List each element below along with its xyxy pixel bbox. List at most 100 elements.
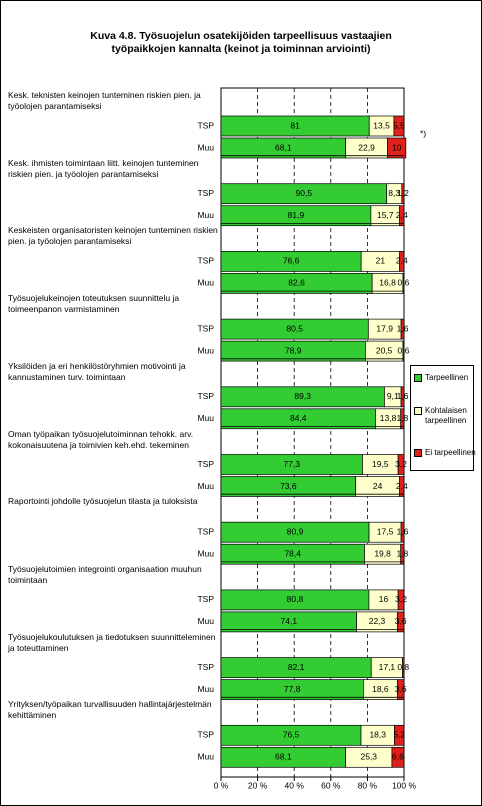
bar-segment (391, 746, 405, 768)
row-label: Muu (197, 548, 214, 558)
x-tick-label: 80 % (358, 780, 378, 790)
value-label: 18,6 (372, 684, 389, 694)
legend: Tarpeellinen Kohtalaisen tarpeellinen Ei t… (410, 365, 476, 471)
bar-segment (401, 183, 405, 205)
category-label: Työsuojelukeinojen toteutuksen suunnitte… (8, 293, 180, 315)
value-label: 20,5 (376, 345, 393, 355)
value-label: 17,5 (377, 526, 394, 536)
value-label: 1,6 (397, 323, 409, 333)
value-label: 22,9 (358, 142, 375, 152)
value-label: 77,3 (283, 459, 300, 469)
bar-segment (397, 589, 405, 611)
value-label: 89,3 (294, 391, 311, 401)
value-label: 5,5 (393, 120, 405, 130)
bar-segment (399, 205, 405, 227)
row-label: TSP (197, 459, 214, 469)
row-label: TSP (197, 188, 214, 198)
bar-segment (400, 543, 405, 565)
x-tick-label: 100 % (392, 780, 417, 790)
legend-label: Ei tarpeellinen (425, 448, 476, 457)
value-label: 84,4 (290, 413, 307, 423)
chart-title: Kuva 4.8. Työsuojelun osatekijöiden tarp… (90, 30, 392, 42)
value-label: 78,4 (284, 548, 301, 558)
row-label: TSP (197, 256, 214, 266)
value-label: 77,8 (284, 684, 301, 694)
bar-segment (393, 115, 405, 137)
value-label: 68,1 (275, 142, 292, 152)
chart-title: työpaikkojen kannalta (keinot ja toiminn… (111, 43, 371, 55)
row-label: TSP (197, 594, 214, 604)
category-label: Yksilöiden ja eri henkilöstöryhmien moti… (8, 360, 186, 382)
value-label: 2,4 (396, 256, 408, 266)
row-label: Muu (197, 142, 214, 152)
value-label: 76,5 (283, 730, 300, 740)
legend-swatch (414, 449, 422, 457)
value-label: 0,8 (397, 662, 409, 672)
category-label: Kesk. teknisten keinojen tunteminen risk… (8, 90, 201, 111)
bar-segment (402, 657, 405, 678)
value-label: 78,9 (285, 345, 302, 355)
row-label: TSP (197, 323, 214, 333)
value-label: 17,1 (379, 662, 396, 672)
bar-segment (402, 273, 405, 294)
category-label: Raportointi johdolle työsuojelun tilasta… (8, 496, 198, 507)
x-tick-label: 0 % (214, 780, 229, 790)
value-label: 25,3 (360, 752, 377, 762)
bar-segment (402, 340, 405, 362)
bar-segment (387, 137, 407, 159)
value-label: 1,2 (397, 188, 409, 198)
value-label: 81,9 (288, 210, 305, 220)
value-label: 16,8 (379, 278, 396, 288)
value-label: 1,6 (397, 391, 409, 401)
value-label: 17,9 (376, 323, 393, 333)
bar-segment (397, 679, 405, 700)
bar-segment (399, 476, 405, 497)
bar-segment (397, 611, 405, 633)
category-label: Työsuojelutoimien integrointi organisaat… (8, 563, 202, 585)
bar-segment (400, 318, 405, 340)
value-label: 1,8 (396, 413, 408, 423)
row-label: TSP (197, 730, 214, 740)
value-label: 90,5 (296, 188, 313, 198)
value-label: 80,9 (287, 526, 304, 536)
bar-segment (394, 724, 405, 746)
row-label: Muu (197, 684, 214, 694)
value-label: 76,6 (283, 256, 300, 266)
row-label: TSP (197, 662, 214, 672)
category-label: Yrityksen/työpaikan turvallisuuden halli… (8, 699, 212, 721)
row-label: Muu (197, 345, 214, 355)
value-label: 2,4 (396, 481, 408, 491)
value-label: 24 (373, 481, 383, 491)
value-label: 82,6 (288, 278, 305, 288)
x-tick-label: 60 % (321, 780, 341, 790)
value-label: 2,4 (396, 210, 408, 220)
value-label: 3,6 (395, 616, 407, 626)
category-label: Oman työpaikan työsuojelutoiminnan tehok… (8, 428, 194, 450)
x-tick-label: 40 % (285, 780, 305, 790)
value-label: 3,2 (395, 459, 407, 469)
value-label: 80,8 (287, 594, 304, 604)
value-label: 3,2 (395, 594, 407, 604)
row-label: Muu (197, 413, 214, 423)
category-label: Keskeisten organisatoristen keinojen tun… (8, 225, 218, 247)
legend-swatch (414, 374, 422, 382)
row-label: Muu (197, 752, 214, 762)
row-label: Muu (197, 616, 214, 626)
value-label: 21 (376, 256, 386, 266)
row-label: TSP (197, 120, 214, 130)
value-label: 1,6 (397, 526, 409, 536)
bar-segment (399, 251, 405, 272)
value-label: 15,7 (377, 210, 394, 220)
bar-segment (400, 408, 405, 430)
value-label: 0,6 (398, 278, 410, 288)
value-label: 82,1 (288, 662, 305, 672)
value-label: 10 (392, 142, 402, 152)
value-label: 1,8 (396, 548, 408, 558)
row-label: Muu (197, 278, 214, 288)
category-label: Työsuojelukoulutuksen ja tiedotuksen suu… (8, 631, 216, 653)
value-label: 74,1 (281, 616, 298, 626)
row-label: Muu (197, 481, 214, 491)
category-label: Kesk. ihmisten toimintaan liitt. keinoje… (8, 157, 199, 179)
row-label: TSP (197, 391, 214, 401)
